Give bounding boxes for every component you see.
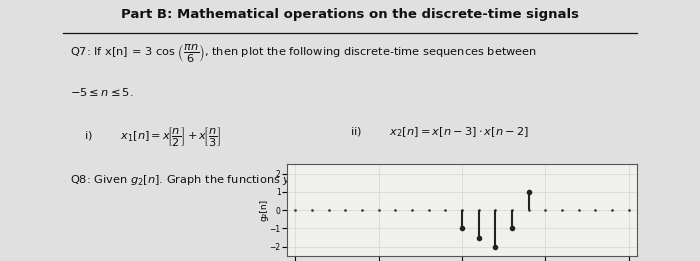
Text: Q7: If x[n] = 3 cos $\left(\dfrac{\pi n}{6}\right)$, then plot the following dis: Q7: If x[n] = 3 cos $\left(\dfrac{\pi n}… <box>70 42 537 64</box>
Text: $-5 \leq n \leq 5.$: $-5 \leq n \leq 5.$ <box>70 86 134 98</box>
Text: Q8: Given $g_2[n]$. Graph the functions $y[n] = -2g_2\!\left[\dfrac{n-4}{3}\righ: Q8: Given $g_2[n]$. Graph the functions … <box>70 167 540 192</box>
Text: ii)        $x_2[n] = x[n-3] \cdot x[n-2]$: ii) $x_2[n] = x[n-3] \cdot x[n-2]$ <box>350 125 529 139</box>
Text: i)        $x_1[n] = x\!\left[\dfrac{n}{2}\right] + x\!\left[\dfrac{n}{3}\right]$: i) $x_1[n] = x\!\left[\dfrac{n}{2}\right… <box>84 125 221 148</box>
Y-axis label: g₂[n]: g₂[n] <box>259 199 268 221</box>
Text: Part B: Mathematical operations on the discrete-time signals: Part B: Mathematical operations on the d… <box>121 8 579 21</box>
